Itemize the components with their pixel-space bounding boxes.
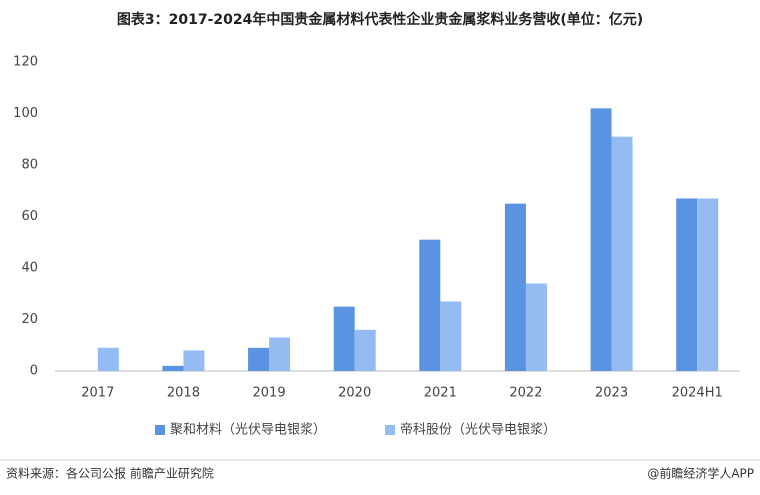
bar	[676, 198, 698, 371]
y-tick-label: 20	[21, 312, 38, 327]
y-tick-label: 40	[21, 261, 38, 276]
bar	[269, 337, 291, 371]
bar	[162, 365, 184, 371]
bar	[504, 203, 526, 371]
legend-swatch	[155, 425, 165, 435]
x-tick-label: 2023	[595, 386, 628, 401]
legend-label: 聚和材料（光伏导电银浆）	[170, 423, 326, 438]
y-tick-label: 0	[30, 364, 38, 379]
bar	[248, 347, 270, 371]
bar	[333, 306, 355, 371]
legend-swatch	[385, 425, 395, 435]
bar	[440, 301, 462, 371]
source: 资料来源：各公司公报 前瞻产业研究院	[6, 466, 214, 481]
x-tick-label: 2021	[424, 386, 457, 401]
x-tick-label: 2020	[338, 386, 371, 401]
y-tick-label: 80	[21, 158, 38, 173]
bar	[590, 108, 612, 371]
x-tick-label: 2022	[509, 386, 542, 401]
x-tick-label: 2017	[81, 386, 114, 401]
bar	[97, 347, 119, 371]
y-tick-label: 120	[13, 55, 38, 70]
y-tick-label: 60	[21, 209, 38, 224]
bar	[697, 198, 719, 371]
bar	[183, 350, 205, 371]
legend-label: 帝科股份（光伏导电银浆）	[400, 422, 556, 438]
chart-title: 图表3：2017-2024年中国贵金属材料代表性企业贵金属浆料业务营收(单位：亿…	[117, 11, 643, 28]
bar	[419, 239, 441, 371]
x-tick-label: 2019	[253, 386, 286, 401]
y-tick-label: 100	[13, 106, 38, 121]
x-tick-label: 2024H1	[672, 386, 723, 401]
x-tick-label: 2018	[167, 386, 200, 401]
bar	[525, 283, 547, 371]
bar	[354, 329, 376, 371]
credit: @前瞻经济学人APP	[647, 466, 754, 481]
bar	[611, 136, 633, 371]
